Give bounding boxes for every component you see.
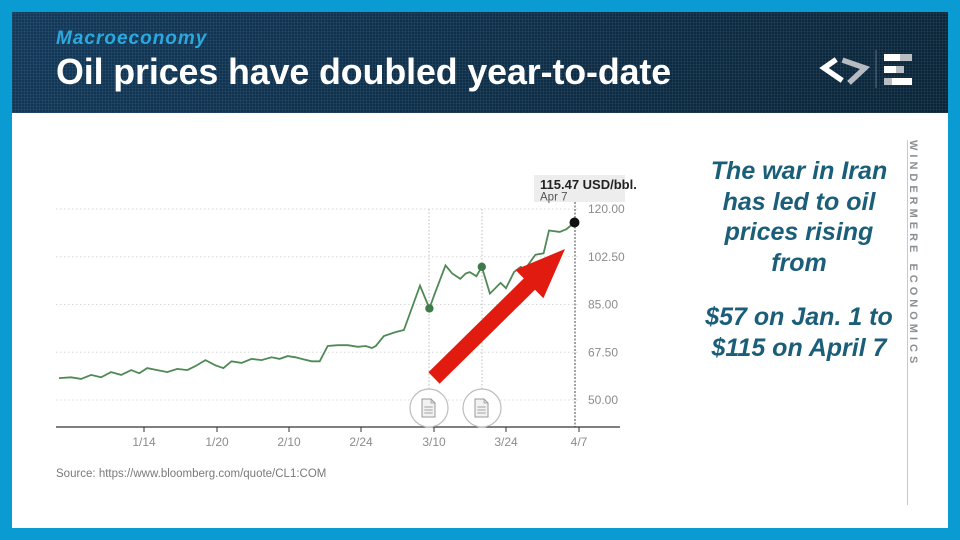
svg-text:Apr 7: Apr 7 (540, 192, 568, 204)
svg-text:3/10: 3/10 (422, 435, 446, 449)
svg-text:2/10: 2/10 (277, 435, 301, 449)
svg-text:1/14: 1/14 (132, 435, 156, 449)
svg-text:4/7: 4/7 (571, 435, 588, 449)
svg-text:1/20: 1/20 (205, 435, 229, 449)
svg-text:115.47 USD/bbl.: 115.47 USD/bbl. (540, 177, 637, 192)
svg-text:85.00: 85.00 (588, 298, 618, 312)
svg-text:3/24: 3/24 (494, 435, 518, 449)
svg-text:50.00: 50.00 (588, 393, 618, 407)
svg-text:67.50: 67.50 (588, 345, 618, 359)
svg-text:102.50: 102.50 (588, 250, 625, 264)
svg-text:120.00: 120.00 (588, 202, 625, 216)
svg-text:2/24: 2/24 (349, 435, 373, 449)
